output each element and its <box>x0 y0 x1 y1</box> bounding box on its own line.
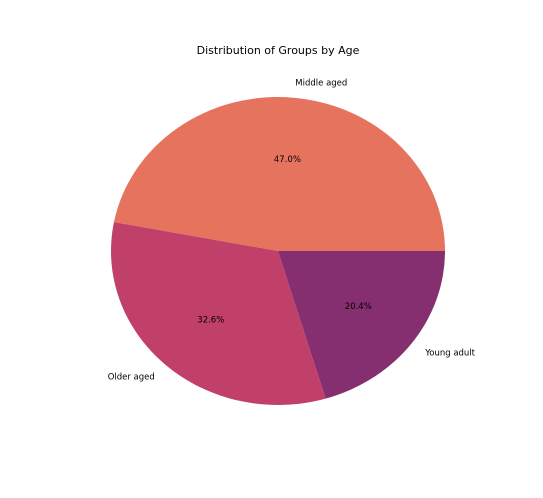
pie-slices <box>111 97 446 405</box>
pie-percent-label: 32.6% <box>197 316 224 326</box>
pie-slice-young-adult <box>278 251 445 399</box>
pie-percent-label: 20.4% <box>345 302 372 312</box>
pie-category-label: Older aged <box>108 373 155 383</box>
pie-category-label: Middle aged <box>295 78 347 88</box>
pie-percent-label: 47.0% <box>274 155 301 165</box>
chart-title: Distribution of Groups by Age <box>197 44 360 57</box>
pie-labels: 47.0% Middle aged 32.6% Older aged 20.4% Youn… <box>108 78 476 382</box>
pie-slice-older-aged <box>111 222 326 405</box>
pie-slice-middle-aged <box>113 97 446 251</box>
pie-category-label: Young adult <box>424 348 475 358</box>
